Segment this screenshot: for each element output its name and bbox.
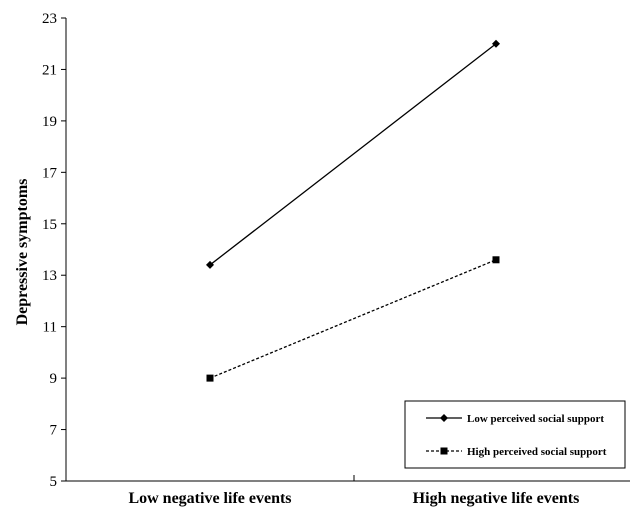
diamond-marker [492,39,500,48]
series-line [209,43,497,266]
square-marker [492,256,500,264]
y-tick-label: 13 [42,268,57,284]
y-tick-label: 19 [42,114,57,130]
x-axis-ticks: Low negative life events High negative li… [128,475,579,507]
chart-axes [65,18,630,482]
series-low-perceived-social-support [206,39,500,269]
y-tick-label: 11 [43,320,57,336]
y-tick-label: 9 [50,371,58,387]
legend-box [404,400,626,469]
diamond-marker [206,260,214,269]
chart-series [206,39,500,382]
legend-label: Low perceived social support [467,413,604,425]
legend-label: High perceived social support [467,446,607,458]
square-marker [206,374,214,382]
x-category-label: High negative life events [413,490,580,507]
y-tick-label: 15 [42,217,57,233]
y-axis-ticks: 5 7 9 11 13 15 17 19 21 23 [42,11,66,490]
series-high-perceived-social-support [206,256,500,382]
y-tick-label: 17 [42,165,58,181]
legend: Low perceived social support High perceiv… [404,400,626,469]
y-tick-label: 23 [42,11,57,27]
y-tick-label: 21 [42,62,57,78]
square-marker [440,447,448,455]
diamond-marker [440,414,448,422]
y-tick-label: 7 [50,423,58,439]
y-axis-title: Depressive symptoms [14,179,31,326]
series-line [209,259,497,379]
y-tick-label: 5 [50,474,58,490]
x-category-label: Low negative life events [128,490,291,507]
